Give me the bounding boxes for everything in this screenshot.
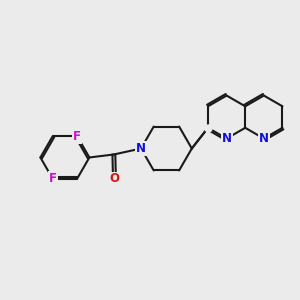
Text: N: N xyxy=(222,132,232,145)
Text: F: F xyxy=(49,172,57,185)
Text: N: N xyxy=(136,142,146,155)
Text: N: N xyxy=(259,132,269,145)
Text: O: O xyxy=(110,172,119,185)
Text: F: F xyxy=(73,130,81,143)
Text: N: N xyxy=(136,142,146,155)
Text: F: F xyxy=(49,172,57,185)
Text: O: O xyxy=(110,172,119,185)
Text: N: N xyxy=(136,142,146,155)
Text: N: N xyxy=(222,132,232,145)
Text: N: N xyxy=(259,132,269,145)
Text: F: F xyxy=(73,130,81,143)
